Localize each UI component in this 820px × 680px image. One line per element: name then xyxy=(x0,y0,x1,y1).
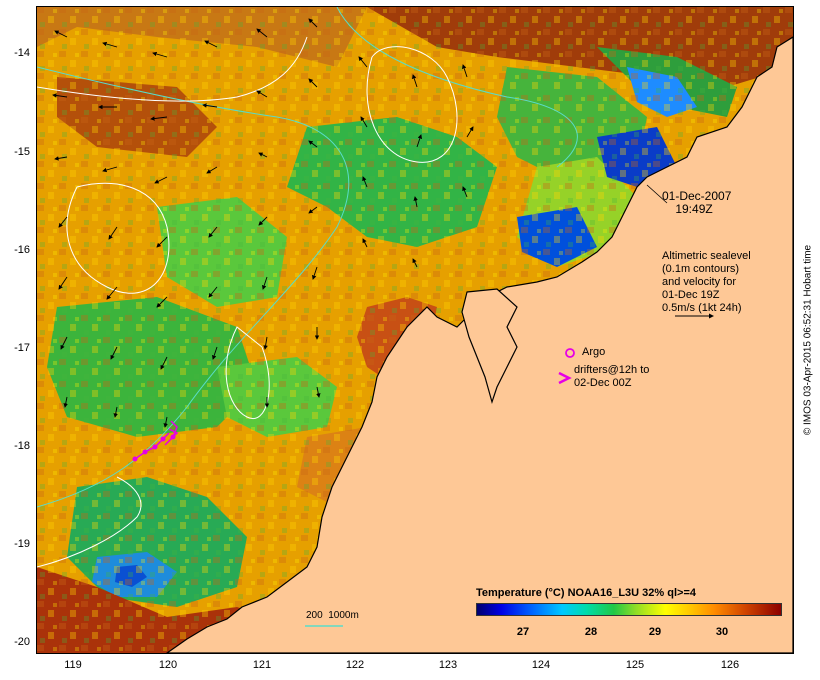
velocity-vectors xyxy=(52,18,474,428)
timestamp-label: 01-Dec-2007 19:49Z xyxy=(662,189,732,216)
peninsula xyxy=(461,288,518,405)
lat-tick: -17 xyxy=(14,342,30,354)
lon-tick: 123 xyxy=(438,659,458,671)
sst-map xyxy=(36,6,794,654)
isobath-200m xyxy=(37,66,350,508)
temperature-colorbar xyxy=(476,603,782,616)
lat-tick: -15 xyxy=(14,146,30,158)
colorbar-title: Temperature (°C) NOAA16_L3U 32% ql>=4 xyxy=(476,587,696,599)
lat-tick: -20 xyxy=(14,636,30,648)
lon-tick: 121 xyxy=(252,659,272,671)
colorbar-tick: 28 xyxy=(584,626,598,638)
sealevel-contours xyxy=(37,36,458,568)
colorbar-tick: 29 xyxy=(648,626,662,638)
copyright-footer: © IMOS 03-Apr-2015 06:52:31 Hobart time xyxy=(802,244,814,436)
argo-label: Argo xyxy=(582,346,606,358)
sst-map-canvas xyxy=(37,7,793,653)
lon-tick: 124 xyxy=(531,659,551,671)
lon-tick: 120 xyxy=(158,659,178,671)
isobath-1000m xyxy=(336,7,578,168)
lon-tick: 119 xyxy=(64,659,82,671)
lon-tick: 125 xyxy=(625,659,645,671)
timestamp-leader xyxy=(646,184,668,204)
lat-tick: -19 xyxy=(14,538,30,550)
lon-tick: 126 xyxy=(720,659,740,671)
drifters-label: drifters@12h to 02-Dec 00Z xyxy=(574,364,650,389)
lat-tick: -18 xyxy=(14,440,30,452)
lon-tick: 122 xyxy=(345,659,365,671)
lat-tick: -14 xyxy=(14,47,30,59)
colorbar-tick: 30 xyxy=(715,626,729,638)
sealevel-note: Altimetric sealevel (0.1m contours) and … xyxy=(662,250,751,314)
lat-tick: -16 xyxy=(14,244,30,256)
drifter-marker xyxy=(558,371,572,385)
drifter-tracks xyxy=(132,420,179,462)
argo-marker xyxy=(565,348,575,358)
depth-legend-label: 200 1000m xyxy=(306,610,359,621)
colorbar-tick: 27 xyxy=(516,626,530,638)
